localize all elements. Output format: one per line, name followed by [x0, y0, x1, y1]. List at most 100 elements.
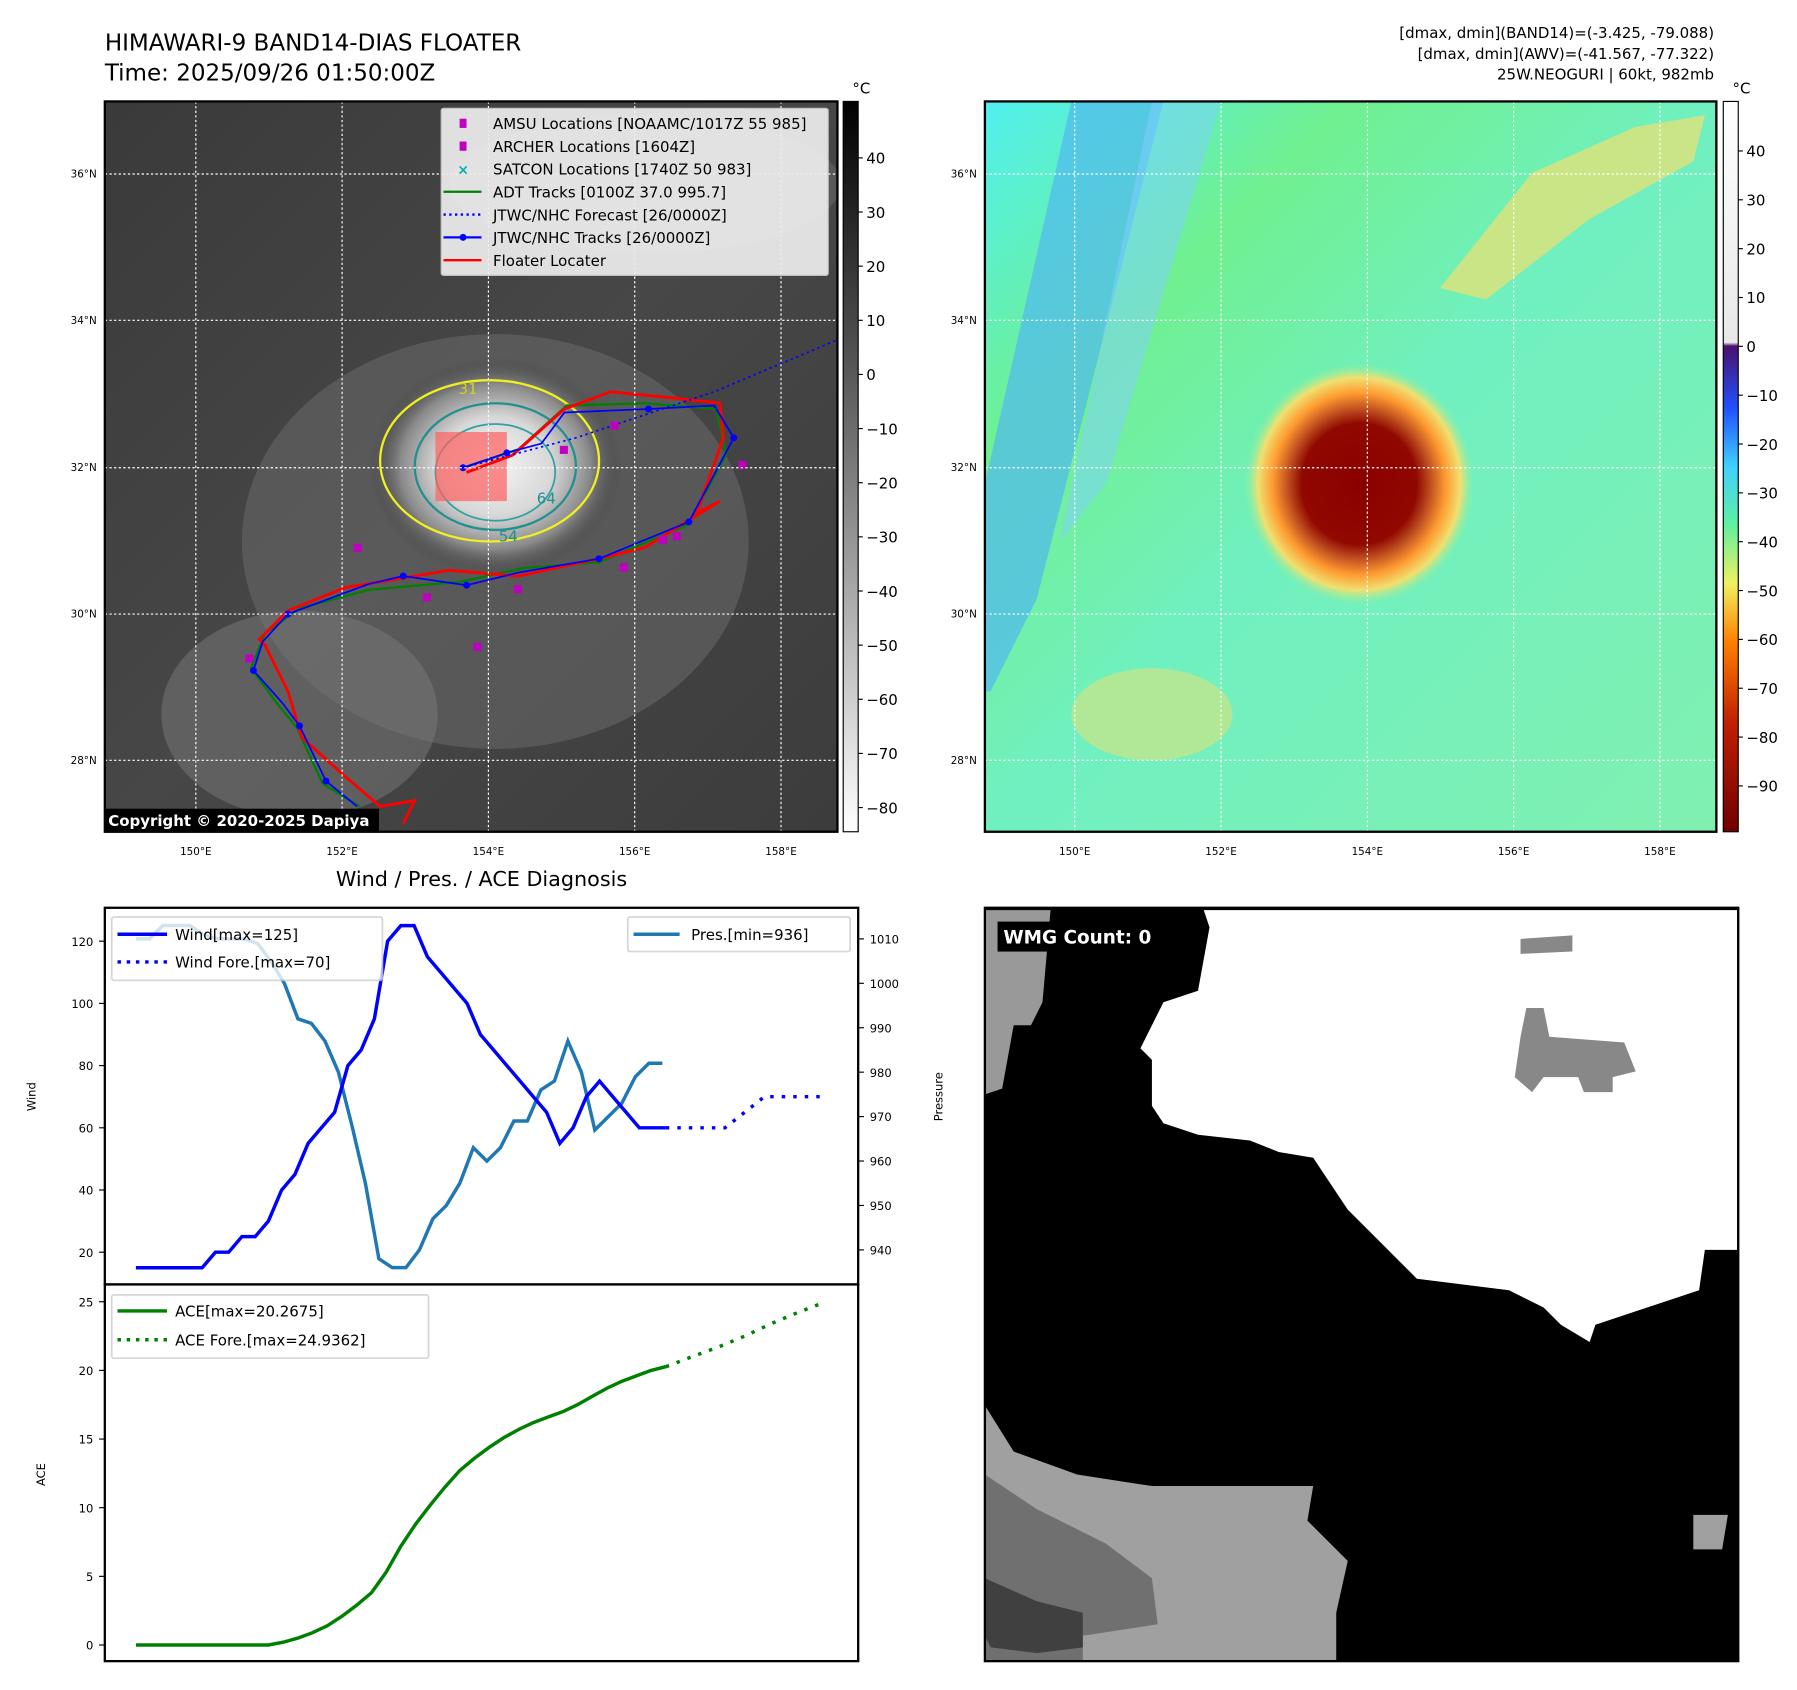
map-legend: AMSU Locations [NOAAMC/1017Z 55 985] ARCH…: [440, 107, 829, 276]
band14-range: [dmax, dmin](BAND14)=(-3.425, -79.088): [1399, 24, 1714, 42]
wmg-count: WMG Count: 0: [1003, 927, 1151, 948]
legend-ace: ACE[max=20.2675]: [175, 1303, 324, 1321]
jtwc-track: [252, 404, 735, 808]
contour-yellow: [378, 379, 601, 543]
legend-wind-fore: Wind Fore.[max=70]: [175, 954, 330, 972]
legend-label: JTWC/NHC Forecast [26/0000Z]: [492, 206, 727, 224]
jtwc-forecast-track: [462, 339, 838, 469]
colorbar-tick-label: −80: [1746, 729, 1778, 747]
axis-tick-label: 25: [79, 1295, 94, 1309]
colorbar-tick-label: 10: [866, 312, 885, 330]
legend-label: JTWC/NHC Tracks [26/0000Z]: [492, 229, 710, 247]
moist-band: [1439, 115, 1705, 300]
lon-label: 158°E: [765, 846, 797, 858]
axis-tick-label: 60: [79, 1121, 94, 1135]
figure-title: HIMAWARI-9 BAND14-DIAS FLOATER: [105, 31, 521, 57]
lon-label: 154°E: [473, 846, 505, 858]
axis-tick-label: 80: [79, 1059, 94, 1073]
contour-label: 54: [499, 527, 518, 545]
wmg-gray-blob: [1520, 935, 1573, 954]
lon-label: 152°E: [1205, 846, 1237, 858]
legend-pressure: Pres.[min=936]: [691, 926, 808, 944]
colorbar-tick-label: −20: [866, 474, 898, 492]
legend-ace-fore: ACE Fore.[max=24.9362]: [175, 1332, 365, 1350]
wind-line: [135, 923, 666, 1270]
wmg-label-bg: [997, 921, 1180, 952]
chart-title: Wind / Pres. / ACE Diagnosis: [336, 867, 627, 891]
axis-tick-label: 0: [86, 1639, 93, 1653]
legend-item: AMSU Locations [NOAAMC/1017Z 55 985]: [459, 115, 806, 133]
lat-label: 30°N: [951, 608, 977, 620]
axis-tick-label: 20: [79, 1364, 94, 1378]
colorbar-tick-label: −50: [1746, 582, 1778, 600]
axis-tick-label: 970: [870, 1110, 892, 1124]
wmg-gray-region: [1693, 1514, 1728, 1550]
colorbar-tick-label: −10: [866, 420, 898, 438]
colorbar-tick-label: −90: [1746, 778, 1778, 796]
axis-tick-label: 940: [870, 1243, 892, 1257]
legend-wind: Wind[max=125]: [175, 926, 298, 944]
lat-label: 32°N: [951, 462, 977, 474]
ace-axis-label: ACE: [34, 1463, 48, 1486]
copyright-bg: [104, 808, 379, 832]
lat-label: 34°N: [71, 315, 97, 327]
awv-colorbar: [1722, 100, 1739, 833]
colorbar-tick-label: −20: [1746, 436, 1778, 454]
pressure-legend: Pres.[min=936]: [626, 916, 851, 953]
colorbar-tick-label: −50: [866, 637, 898, 655]
axis-tick-label: 20: [79, 1246, 94, 1260]
awv-colorbar-unit: °C: [1732, 79, 1750, 97]
lon-label: 152°E: [326, 846, 358, 858]
amsu-archer-markers: [245, 421, 747, 663]
wmg-panel: WMG Count: 0: [984, 907, 1739, 1662]
axis-tick-label: 1000: [870, 977, 899, 991]
colorbar-tick-label: −70: [1746, 680, 1778, 698]
legend-label: AMSU Locations [NOAAMC/1017Z 55 985]: [493, 115, 806, 133]
axis-tick-label: 980: [870, 1066, 892, 1080]
colorbar-tick-label: −40: [1746, 533, 1778, 551]
ir-map: 31 54 64 AMSU Locations [NO: [104, 101, 838, 832]
cloud-band: [161, 610, 438, 818]
ir-colorbar-unit: °C: [852, 79, 870, 97]
axis-tick-label: 990: [870, 1021, 892, 1035]
colorbar-tick-label: −10: [1746, 387, 1778, 405]
ir-gridlines: [104, 101, 838, 832]
moist-band: [1071, 668, 1233, 761]
legend-item: × SATCON Locations [1740Z 50 983]: [457, 161, 751, 179]
legend-item: JTWC/NHC Forecast [26/0000Z]: [443, 206, 727, 224]
awv-map: [984, 101, 1717, 832]
x-marker-icon: ×: [457, 163, 469, 179]
colorbar-tick-label: −60: [866, 691, 898, 709]
axis-tick-label: 960: [870, 1155, 892, 1169]
axis-tick-label: 40: [79, 1184, 94, 1198]
storm-info: 25W.NEOGURI | 60kt, 982mb: [1497, 66, 1714, 84]
awv-map-frame: [983, 100, 1718, 833]
square-marker-icon: [459, 141, 467, 151]
axis-tick-label: 100: [71, 997, 93, 1011]
dry-air-band: [1059, 101, 1222, 542]
wind-forecast-line: [665, 1094, 824, 1130]
axis-tick-label: 120: [71, 935, 93, 949]
copyright: Copyright © 2020-2025 Dapiya: [108, 812, 369, 830]
ace-legend: ACE[max=20.2675] ACE Fore.[max=24.9362]: [110, 1293, 430, 1360]
wmg-gray-blob: [1514, 1007, 1636, 1093]
awv-gridlines: [984, 101, 1717, 832]
floater-locater-track: [257, 390, 725, 825]
colorbar-tick-label: −80: [866, 799, 898, 817]
lat-label: 32°N: [71, 462, 97, 474]
wmg-frame: [983, 906, 1740, 1663]
lat-label: 36°N: [71, 168, 97, 180]
lon-label: 156°E: [1498, 846, 1530, 858]
lat-label: 28°N: [71, 755, 97, 767]
figure-time: Time: 2025/09/26 01:50:00Z: [104, 61, 436, 87]
legend-item: ADT Tracks [0100Z 37.0 995.7]: [443, 184, 726, 202]
lon-label: 150°E: [1059, 846, 1091, 858]
contour-teal: [413, 402, 578, 532]
colorbar-tick-label: 30: [866, 204, 885, 222]
lon-label: 154°E: [1352, 846, 1384, 858]
legend-item: JTWC/NHC Tracks [26/0000Z]: [443, 229, 710, 247]
colorbar-tick-label: 20: [1746, 240, 1765, 258]
dot-marker-icon: [459, 233, 467, 241]
wind-legend: Wind[max=125] Wind Fore.[max=70]: [110, 916, 384, 982]
